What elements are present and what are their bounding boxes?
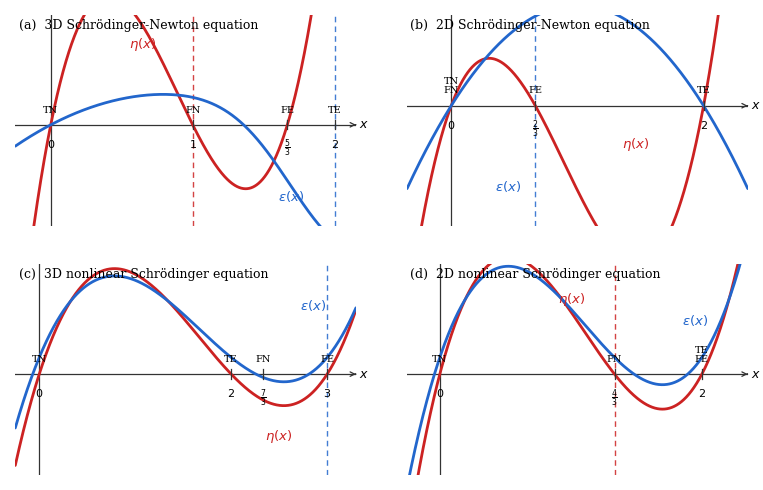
Text: $\eta(x)$: $\eta(x)$ — [129, 36, 156, 53]
Text: (c)  3D nonlinear Schrödinger equation: (c) 3D nonlinear Schrödinger equation — [18, 268, 268, 281]
Text: $2$: $2$ — [700, 119, 707, 131]
Text: $2$: $2$ — [698, 387, 706, 399]
Text: $\eta(x)$: $\eta(x)$ — [265, 428, 292, 445]
Text: TN: TN — [32, 355, 47, 364]
Text: $\frac{5}{3}$: $\frac{5}{3}$ — [284, 138, 291, 159]
Text: $\epsilon(x)$: $\epsilon(x)$ — [301, 298, 327, 313]
Text: $\epsilon(x)$: $\epsilon(x)$ — [682, 313, 708, 328]
Text: $\frac{4}{3}$: $\frac{4}{3}$ — [611, 387, 618, 409]
Text: FE: FE — [695, 355, 709, 364]
Text: $0$: $0$ — [47, 138, 55, 150]
Text: $\eta(x)$: $\eta(x)$ — [622, 136, 649, 153]
Text: $\epsilon(x)$: $\epsilon(x)$ — [495, 179, 522, 195]
Text: $0$: $0$ — [436, 387, 444, 399]
Text: FN: FN — [607, 355, 622, 364]
Text: (d)  2D nonlinear Schrödinger equation: (d) 2D nonlinear Schrödinger equation — [410, 268, 661, 281]
Text: $x$: $x$ — [359, 118, 369, 131]
Text: TN: TN — [433, 355, 447, 364]
Text: FE: FE — [280, 105, 295, 115]
Text: (a)  3D Schrödinger-Newton equation: (a) 3D Schrödinger-Newton equation — [18, 19, 258, 32]
Text: TE: TE — [328, 105, 342, 115]
Text: TN: TN — [43, 105, 58, 115]
Text: $3$: $3$ — [323, 387, 331, 399]
Text: TE: TE — [224, 355, 238, 364]
Text: $\eta(x)$: $\eta(x)$ — [558, 291, 585, 308]
Text: FE: FE — [320, 355, 334, 364]
Text: $\frac{2}{3}$: $\frac{2}{3}$ — [532, 119, 539, 140]
Text: FN: FN — [185, 105, 201, 115]
Text: $2$: $2$ — [330, 138, 339, 150]
Text: FN: FN — [256, 355, 271, 364]
Text: TE: TE — [697, 87, 710, 96]
Text: $x$: $x$ — [751, 99, 761, 112]
Text: $\epsilon(x)$: $\epsilon(x)$ — [278, 189, 304, 204]
Text: FE: FE — [528, 87, 542, 96]
Text: $0$: $0$ — [35, 387, 43, 399]
Text: $2$: $2$ — [227, 387, 235, 399]
Text: $x$: $x$ — [359, 368, 369, 381]
Text: $0$: $0$ — [447, 119, 456, 131]
Text: FN: FN — [443, 87, 459, 96]
Text: TE: TE — [695, 345, 709, 355]
Text: $1$: $1$ — [188, 138, 197, 150]
Text: (b)  2D Schrödinger-Newton equation: (b) 2D Schrödinger-Newton equation — [410, 19, 650, 32]
Text: TN: TN — [443, 77, 459, 86]
Text: $\frac{7}{3}$: $\frac{7}{3}$ — [259, 387, 266, 409]
Text: $x$: $x$ — [751, 368, 761, 381]
